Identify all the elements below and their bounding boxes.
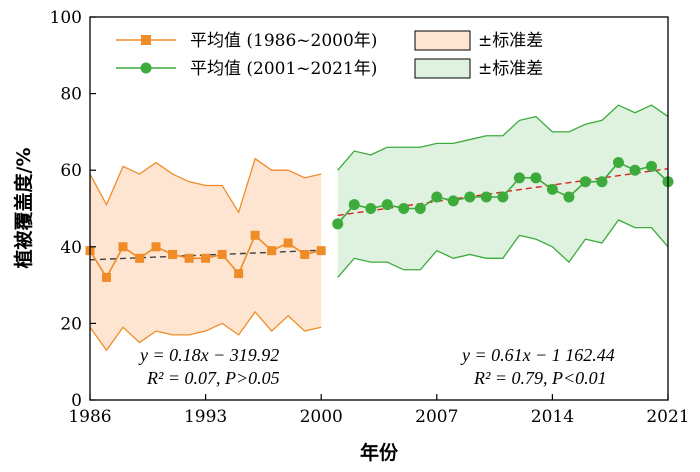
point-s2-2010 [480, 191, 492, 203]
point-s1-1994 [217, 249, 227, 259]
trend-line-2 [337, 167, 669, 217]
lower-bound-line-1 [89, 310, 322, 352]
legend-band-label-1: ±标准差 [478, 31, 543, 51]
legend-label-2: 平均值 (2001~2021年) [190, 59, 377, 79]
point-s2-2013 [530, 172, 542, 184]
legend-marker-1 [141, 35, 151, 45]
point-s2-2015 [563, 191, 575, 203]
std-band-2 [337, 105, 668, 278]
point-s1-1999 [300, 249, 310, 259]
point-s2-2007 [431, 191, 443, 203]
regression-stats-2: R² = 0.79, P<0.01 [473, 368, 607, 388]
point-s2-2005 [398, 203, 410, 214]
point-s1-1991 [168, 249, 178, 259]
point-s2-2001 [332, 218, 344, 230]
legend: 平均值 (1986~2000年) ±标准差 平均值 (2001~2021年) ±… [116, 30, 543, 79]
y-tick-label-80: 80 [60, 85, 82, 105]
point-s2-2012 [513, 172, 525, 184]
point-s2-2009 [464, 191, 476, 203]
y-tick-label-0: 0 [71, 391, 82, 411]
x-axis-label: 年份 [360, 441, 399, 464]
point-s2-2002 [348, 199, 360, 211]
point-s1-1996 [250, 230, 260, 240]
upper-bound-line-2 [337, 104, 669, 171]
x-tick-label-2021: 2021 [646, 407, 689, 427]
lower-bound-line-2 [337, 219, 669, 278]
axis-ticks [89, 16, 669, 401]
point-s1-1989 [135, 253, 145, 263]
point-s2-2019 [629, 164, 641, 176]
regression-eq-1: y = 0.18x − 319.92 [138, 345, 279, 365]
point-s2-2014 [546, 183, 558, 195]
point-s2-2018 [612, 157, 624, 169]
point-s2-2016 [579, 176, 591, 188]
series-markers [85, 157, 674, 282]
point-s1-1990 [151, 242, 161, 252]
y-tick-label-60: 60 [60, 161, 82, 181]
point-s2-2008 [447, 195, 459, 207]
axis-tick-labels: 1986 1993 2000 2007 2014 2021 0 20 40 60 80 100 [50, 8, 690, 427]
y-axis-label: 植被覆盖度/% [12, 148, 35, 269]
y-tick-label-20: 20 [60, 314, 82, 334]
point-s1-1995 [234, 269, 244, 279]
x-tick-label-1993: 1993 [184, 407, 227, 427]
legend-band-label-2: ±标准差 [478, 59, 543, 79]
point-s1-1992 [184, 253, 194, 263]
regression-stats-1: R² = 0.07, P>0.05 [146, 368, 280, 388]
x-tick-label-1986: 1986 [68, 407, 111, 427]
point-s2-2017 [596, 176, 608, 188]
x-tick-label-2000: 2000 [300, 407, 343, 427]
y-tick-label-40: 40 [60, 238, 82, 258]
point-s1-1997 [267, 246, 277, 256]
point-s2-2003 [365, 203, 377, 214]
point-s2-2006 [414, 203, 426, 214]
regression-eq-2: y = 0.61x − 1 162.44 [460, 345, 615, 365]
point-s2-2004 [381, 199, 393, 211]
y-tick-label-100: 100 [50, 8, 82, 28]
point-s2-2011 [497, 191, 509, 203]
upper-bound-line-1 [89, 157, 322, 214]
point-s2-2020 [645, 160, 657, 172]
legend-label-1: 平均值 (1986~2000年) [190, 31, 377, 51]
legend-band-2 [414, 58, 471, 79]
x-tick-label-2007: 2007 [415, 407, 458, 427]
plot-frame [89, 16, 669, 401]
point-s1-1998 [283, 238, 293, 248]
point-s1-1993 [201, 253, 211, 263]
legend-band-1 [414, 30, 471, 51]
point-s1-1988 [118, 242, 128, 252]
legend-marker-2 [140, 62, 152, 74]
point-s1-2000 [316, 246, 326, 256]
x-tick-label-2014: 2014 [531, 407, 574, 427]
point-s1-1987 [102, 272, 112, 282]
std-bands [89, 104, 669, 352]
